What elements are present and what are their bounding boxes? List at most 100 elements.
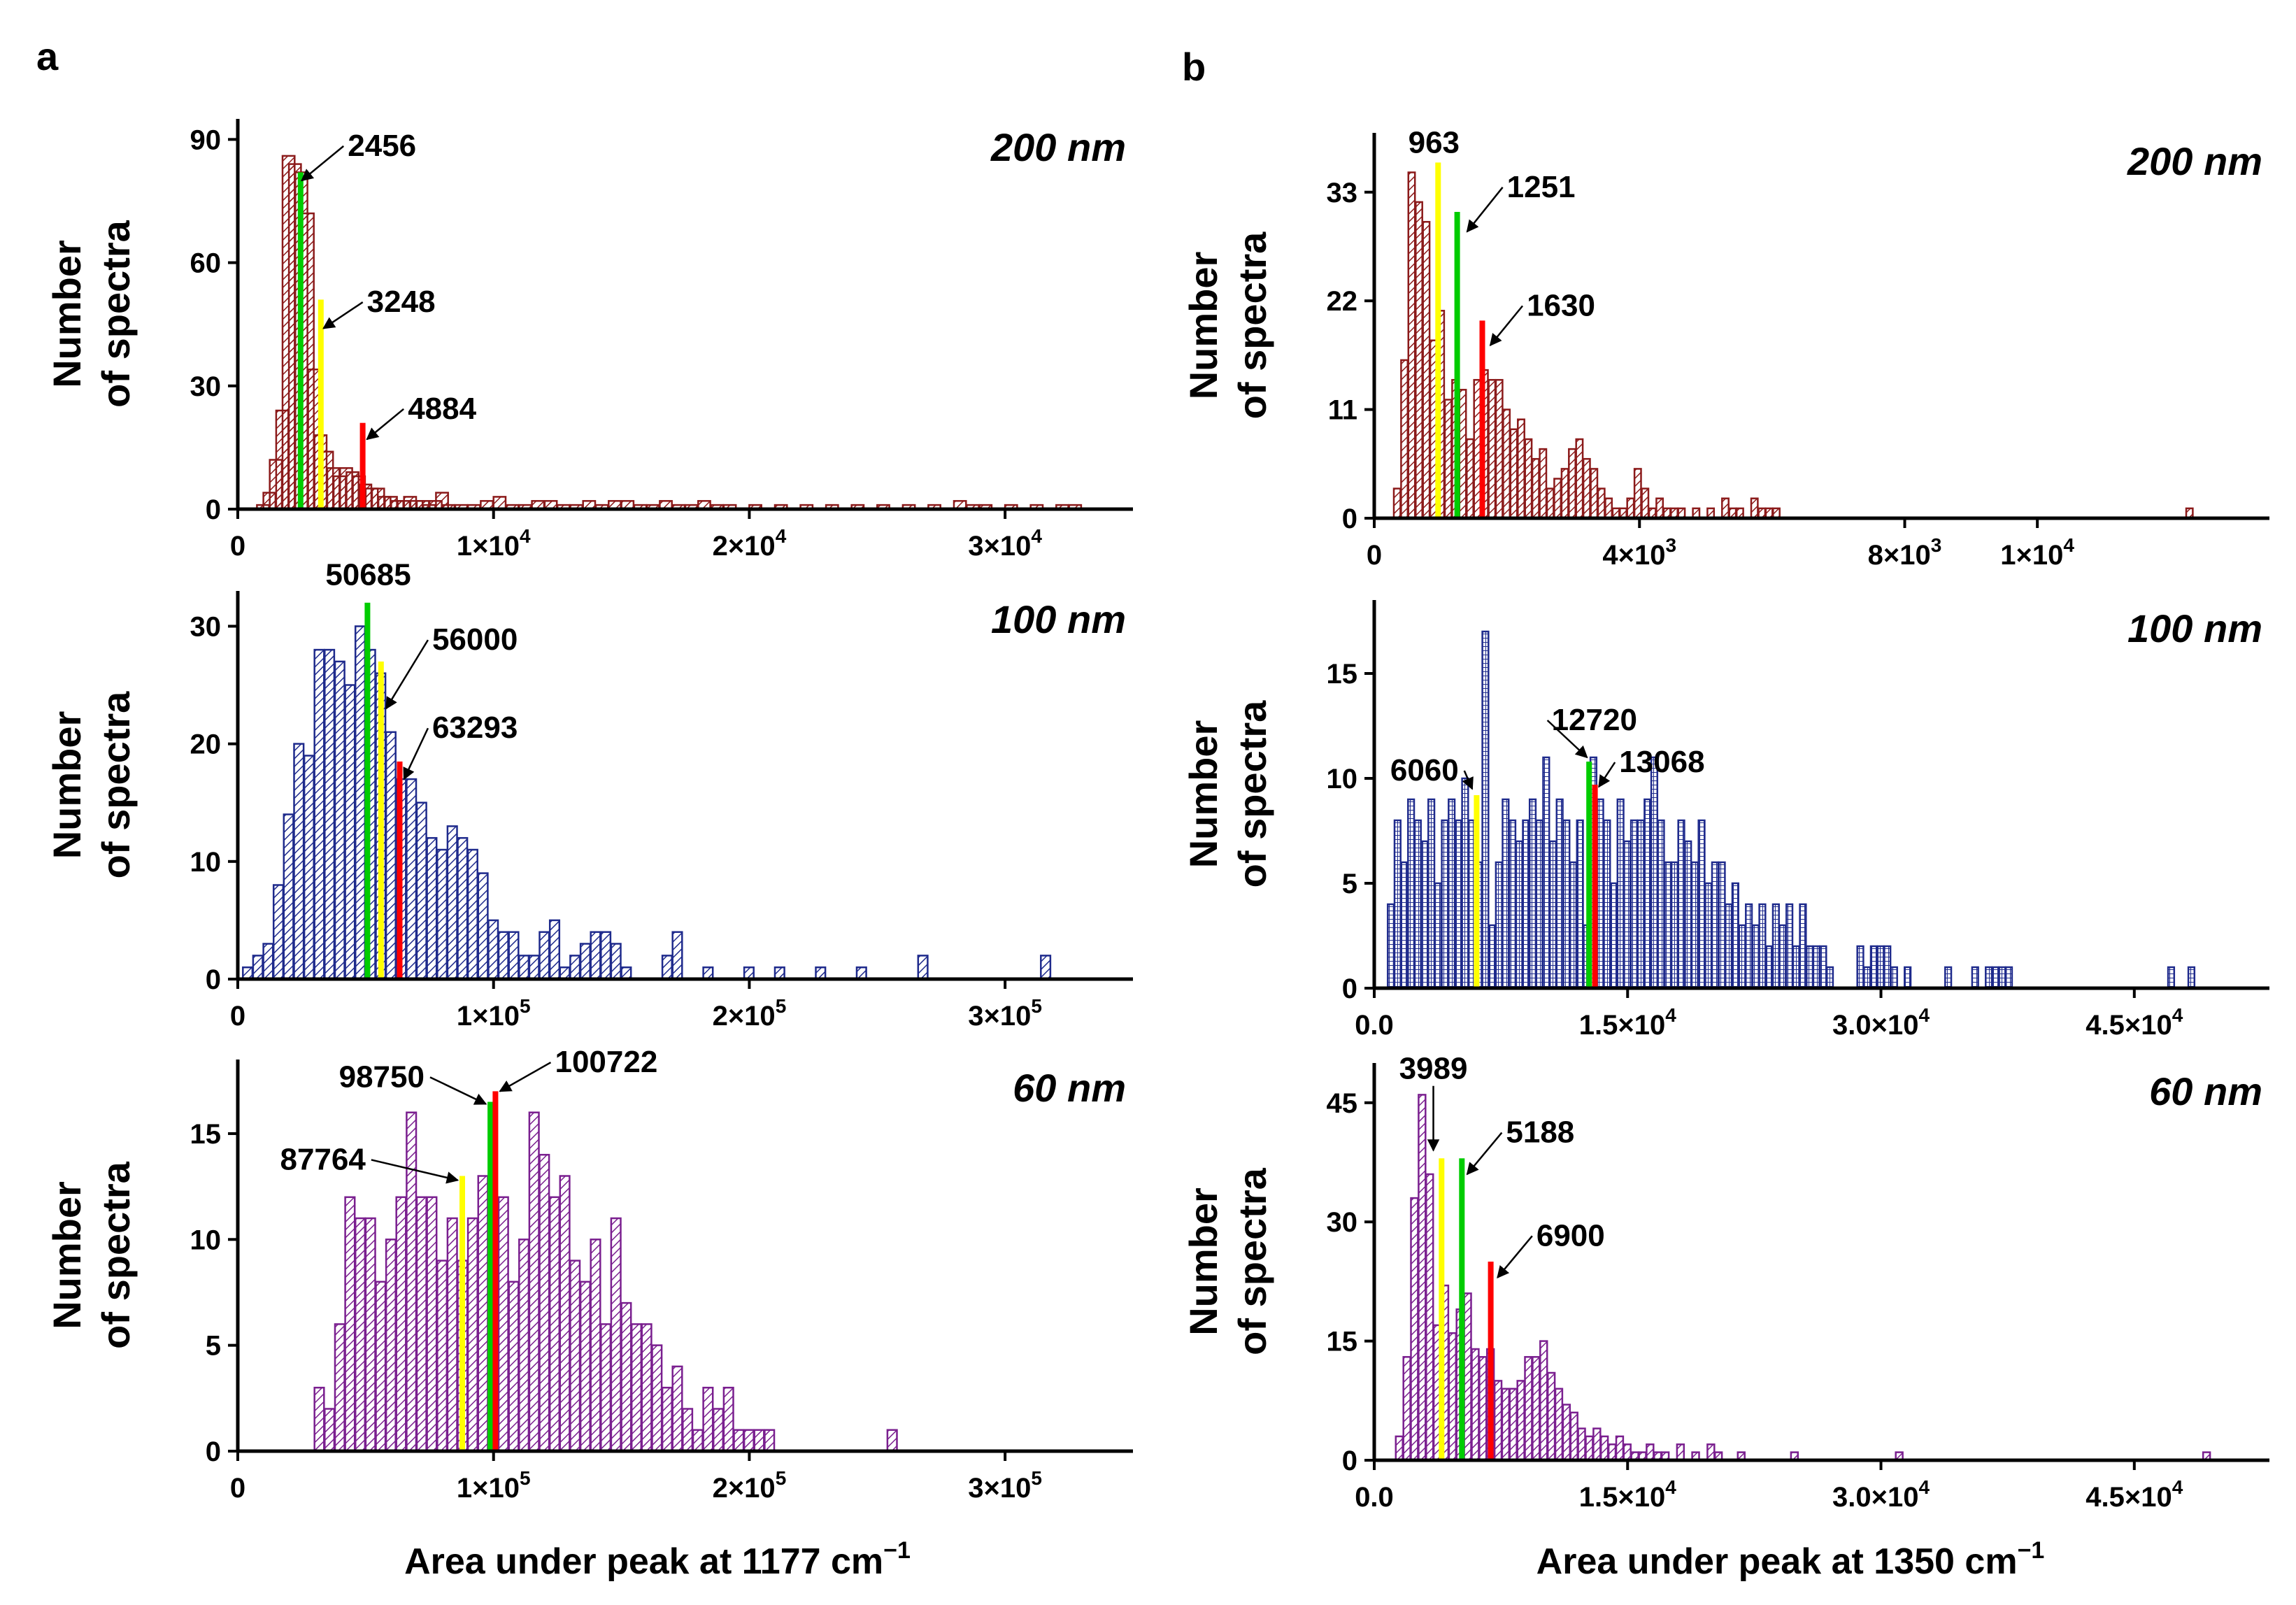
histogram-bar	[1718, 861, 1726, 990]
mean-marker	[1488, 1262, 1494, 1460]
histogram-bar	[492, 496, 507, 511]
histogram-bar	[1441, 819, 1449, 990]
mode-marker	[318, 299, 324, 509]
histogram-bar	[1427, 798, 1436, 990]
histogram-bar	[415, 1196, 427, 1453]
mean-marker	[492, 1091, 499, 1451]
panel-label-b: b	[1182, 45, 1206, 89]
histogram-bar	[272, 884, 285, 980]
histogram-bar	[262, 943, 274, 980]
histogram-bar	[415, 801, 427, 980]
histogram-bar	[1641, 487, 1650, 520]
histogram-bar	[1785, 903, 1794, 990]
histogram-bar	[1546, 487, 1555, 520]
median-marker	[1459, 1158, 1465, 1460]
histogram-bar	[590, 1239, 601, 1453]
histogram-bar	[1461, 777, 1469, 990]
histogram-bar	[1750, 497, 1759, 520]
stat-annotation: 6900	[1536, 1218, 1605, 1253]
histogram-bar	[1481, 630, 1490, 990]
histogram-bar	[1778, 924, 1787, 990]
annotation-arrow	[1462, 770, 1474, 790]
histogram-bar	[1856, 945, 1864, 990]
x-tick-label: 3×105	[968, 1467, 1042, 1504]
histogram-bar	[610, 1217, 622, 1453]
histogram-bar	[1604, 497, 1613, 520]
histogram-bar	[466, 848, 478, 980]
histogram-bar	[1616, 798, 1625, 990]
histogram-bar	[1607, 1443, 1617, 1462]
histogram-bar	[477, 1175, 489, 1453]
histogram-bar	[283, 813, 294, 980]
histogram-bar	[590, 931, 601, 980]
histogram-bar	[1508, 819, 1517, 990]
annotation-arrow	[366, 408, 404, 441]
x-tick-label: 0	[1367, 540, 1382, 571]
histogram-bar	[1690, 861, 1699, 990]
histogram-bar	[1706, 1443, 1716, 1462]
y-tick-label: 22	[1327, 286, 1358, 317]
histogram-bar	[1869, 945, 1878, 990]
mode-marker	[378, 661, 384, 979]
histogram-bar	[1577, 1427, 1586, 1462]
y-tick-label: 0	[206, 964, 221, 995]
x-axis-title-a: Area under peak at 1177 cm−1	[404, 1537, 911, 1582]
histogram-bar	[1555, 798, 1564, 990]
histogram-bar	[446, 825, 458, 980]
histogram-bar	[518, 955, 530, 980]
histogram-bar	[364, 1217, 376, 1453]
histogram-bar	[436, 1260, 448, 1453]
histogram-bar	[1528, 798, 1537, 990]
histogram-bar	[559, 1175, 571, 1453]
histogram-bar	[1745, 903, 1753, 990]
x-tick-label: 0.0	[1355, 1482, 1394, 1513]
histogram-bar	[886, 1429, 898, 1453]
histogram-panel-a-100: 0 1×105 2×105 3×105 0 10 20 30 Number of spectra 1…	[45, 558, 1133, 1032]
histogram-bar	[395, 1196, 407, 1453]
y-tick-label: 10	[1327, 764, 1358, 794]
histogram-bar	[1721, 497, 1730, 520]
histogram-bar	[1590, 468, 1599, 520]
histogram-bar	[559, 966, 571, 980]
histogram-bar	[1493, 1380, 1503, 1462]
histogram-bar	[1410, 1197, 1419, 1462]
histogram-bar	[1704, 882, 1713, 990]
histogram-bar	[548, 919, 561, 980]
mode-marker	[459, 1176, 465, 1451]
histogram-bar	[1569, 861, 1578, 990]
y-axis-title: Number of spectra	[45, 220, 138, 407]
histogram-bar	[1585, 1435, 1594, 1462]
stat-annotation: 1630	[1527, 288, 1595, 322]
histogram-bar	[518, 1239, 530, 1453]
stat-annotation: 87764	[280, 1142, 366, 1176]
histogram-bar	[1413, 819, 1422, 990]
y-tick-label: 45	[1327, 1088, 1358, 1119]
y-tick-label: 33	[1327, 178, 1358, 208]
histogram-bar	[528, 1111, 540, 1453]
histogram-bar	[1539, 1340, 1548, 1462]
x-tick-label: 8×103	[1868, 534, 1942, 571]
histogram-bar	[1418, 1094, 1427, 1462]
histogram-bar	[743, 1429, 755, 1453]
histogram-bar	[1532, 1356, 1541, 1462]
histogram-bar	[2167, 966, 2176, 990]
x-tick-label: 1×105	[457, 995, 531, 1032]
histogram-bar	[1883, 945, 1892, 990]
size-label: 200 nm	[990, 125, 1126, 169]
histogram-bar	[1637, 819, 1645, 990]
size-label: 100 nm	[991, 597, 1126, 641]
histogram-bar	[1657, 819, 1665, 990]
x-tick-label: 1×104	[457, 525, 531, 562]
histogram-bar	[1463, 1292, 1472, 1462]
histogram-bar	[630, 1323, 643, 1453]
stat-annotation: 98750	[339, 1060, 425, 1094]
mode-marker	[1439, 1158, 1445, 1460]
histogram-bar	[1985, 966, 1993, 990]
histogram-bar	[385, 1239, 397, 1453]
histogram-bar	[579, 943, 591, 980]
histogram-bar	[1407, 171, 1416, 520]
histogram-bar	[1576, 819, 1584, 990]
histogram-bar	[1448, 798, 1456, 990]
y-tick-label: 30	[190, 611, 222, 642]
